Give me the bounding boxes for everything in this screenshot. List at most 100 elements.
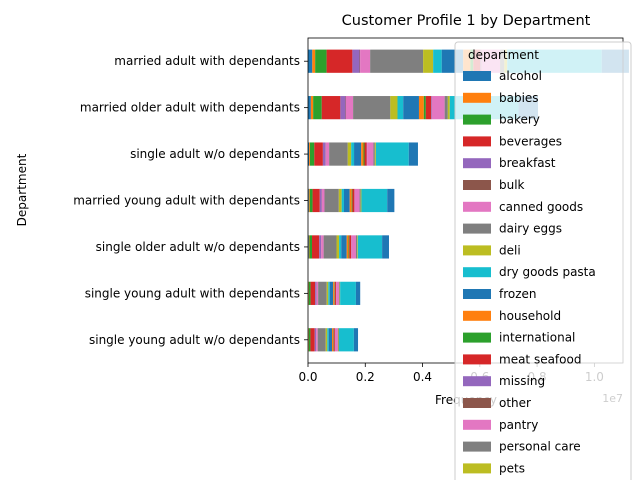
bar-segment <box>326 49 353 73</box>
x-tick-label: 0.4 <box>413 370 432 384</box>
y-tick-label: single older adult w/o dependants <box>96 240 300 254</box>
bar-segment <box>423 49 434 73</box>
legend-swatch <box>463 441 491 452</box>
bar-segment <box>328 328 333 352</box>
bar-segment <box>370 49 424 73</box>
bar-segment <box>433 49 442 73</box>
bar-segment <box>312 235 320 259</box>
legend-swatch <box>463 332 491 343</box>
bar-segment <box>309 235 313 259</box>
bar-segment <box>351 235 356 259</box>
legend-swatch <box>463 289 491 299</box>
bar-segment <box>353 328 359 352</box>
bar-segment <box>354 142 362 166</box>
bar-segment <box>338 281 340 305</box>
bar-segment <box>375 142 409 166</box>
bar-segment <box>313 96 322 120</box>
bar-segment <box>312 49 316 73</box>
bar-segment <box>325 328 328 352</box>
bar-segment <box>312 188 320 213</box>
legend-entry-label: personal care <box>499 440 581 454</box>
bar-segment <box>361 142 364 166</box>
bar-segment <box>340 96 346 120</box>
bar-segment <box>315 281 317 305</box>
bar-segment <box>447 96 450 120</box>
chart-title: Customer Profile 1 by Department <box>342 13 591 29</box>
bar-segment <box>310 96 314 120</box>
y-axis-label: Department <box>15 153 29 226</box>
bar-segment <box>316 281 319 305</box>
bar-segment <box>310 142 315 166</box>
legend-swatch <box>463 201 491 212</box>
bar-segment <box>403 96 419 120</box>
bar-segment <box>328 281 330 305</box>
bar-segment <box>308 235 310 259</box>
bar-segment <box>367 142 374 166</box>
bar-segment <box>431 96 445 120</box>
legend-swatch <box>463 398 491 408</box>
y-tick-label: single adult w/o dependants <box>130 147 300 161</box>
legend-swatch <box>463 114 491 125</box>
bar-segment <box>373 142 375 166</box>
bar-segment <box>321 235 324 259</box>
legend-title: department <box>468 48 539 62</box>
bar-segment <box>321 188 325 213</box>
bar-segment <box>382 235 389 259</box>
bar-segment <box>408 142 418 166</box>
legend-entry-label: bulk <box>499 178 525 192</box>
legend-entry-label: dairy eggs <box>499 222 562 236</box>
legend-entry-label: bakery <box>499 113 540 127</box>
bar-segment <box>351 188 353 213</box>
bar-segment <box>310 281 316 305</box>
bar-segment <box>315 49 327 73</box>
bar-segment <box>308 96 311 120</box>
bar-segment <box>333 328 335 352</box>
x-tick-label: 0.0 <box>298 370 317 384</box>
legend-swatch <box>463 354 491 365</box>
bar-segment <box>352 49 360 73</box>
y-tick-label: married young adult with dependants <box>73 194 300 208</box>
bar-segment <box>423 96 426 120</box>
bar-segment <box>349 188 352 213</box>
bar-segment <box>359 49 361 73</box>
bar-segment <box>397 96 404 120</box>
legend-swatch <box>463 180 491 190</box>
bar-segment <box>308 281 311 305</box>
bar-segment <box>309 142 311 166</box>
x-tick-label: 0.2 <box>356 370 375 384</box>
bar-segment <box>329 281 334 305</box>
legend-entry-label: alcohol <box>499 69 542 83</box>
bar-segment <box>325 142 330 166</box>
legend-swatch <box>463 136 491 147</box>
bar-segment <box>323 235 337 259</box>
legend-swatch <box>463 71 491 81</box>
legend-entry-label: pets <box>499 461 525 475</box>
bar-segment <box>319 188 322 213</box>
legend-entry-label: meat seafood <box>499 352 581 366</box>
bar-segment <box>329 142 348 166</box>
bar-segment <box>324 188 339 213</box>
bar-segment <box>444 96 448 120</box>
bar-segment <box>308 49 313 73</box>
bar-segment <box>341 235 347 259</box>
bar-segment <box>308 235 309 259</box>
legend-entry-label: other <box>499 396 531 410</box>
bar-segment <box>354 188 360 213</box>
bar-segment <box>337 328 339 352</box>
legend-swatch <box>463 419 491 430</box>
legend: department alcohol babies bakery beverages br… <box>454 41 632 480</box>
bar-segment <box>322 142 326 166</box>
legend-swatch <box>463 463 491 474</box>
bar-segment <box>374 142 376 166</box>
bar-segment <box>348 235 350 259</box>
legend-swatch <box>463 310 491 321</box>
bar-segment <box>340 281 356 305</box>
legend-entry-label: frozen <box>499 287 537 301</box>
legend-entry-label: international <box>499 331 575 345</box>
bar-segment <box>351 142 355 166</box>
bar-segment <box>361 188 388 213</box>
bar-segment <box>308 142 310 166</box>
bar-segment <box>341 188 344 213</box>
bar-segment <box>321 96 341 120</box>
legend-swatch <box>463 158 491 169</box>
